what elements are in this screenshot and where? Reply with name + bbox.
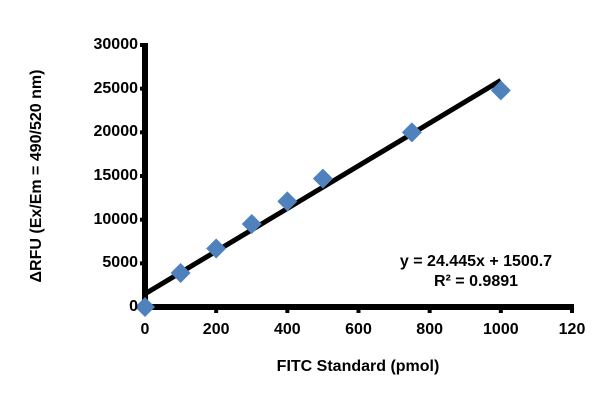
x-tick-label: 400	[273, 321, 301, 338]
equation-text: y = 24.445x + 1500.7	[399, 253, 553, 270]
x-tick-label: 120	[558, 321, 586, 338]
data-point-diamond	[401, 122, 422, 143]
x-axis-label: FITC Standard (pmol)	[276, 358, 440, 375]
r-squared-text: R² = 0.9891	[433, 273, 519, 290]
y-tick-label: 25000	[93, 79, 139, 97]
x-tick-label: 600	[345, 321, 372, 338]
data-point-diamond	[490, 80, 511, 101]
y-tick-label: 10000	[93, 210, 139, 228]
data-point-diamond	[170, 262, 191, 283]
y-tick-label: 20000	[93, 123, 139, 141]
x-tick-label: 0	[140, 321, 150, 338]
axes	[140, 43, 574, 313]
x-tick-label: 800	[416, 321, 444, 338]
trendline-equation: y = 24.445x + 1500.7 R² = 0.9891	[370, 252, 582, 292]
y-tick-label: 30000	[93, 36, 139, 53]
data-points	[135, 80, 511, 317]
data-point-diamond	[241, 214, 262, 235]
x-tick-label: 200	[202, 321, 230, 338]
data-point-diamond	[277, 191, 298, 212]
data-point-diamond	[312, 168, 333, 189]
y-tick-label: 15000	[93, 167, 139, 184]
x-tick-label: 1000	[483, 321, 519, 338]
y-tick-label: 5000	[102, 254, 138, 272]
data-point-diamond	[135, 297, 155, 317]
data-point-diamond	[206, 238, 227, 259]
y-tick-label: 0	[129, 298, 138, 315]
y-axis-label: ΔRFU (Ex/Em = 490/520 nm)	[28, 69, 45, 283]
